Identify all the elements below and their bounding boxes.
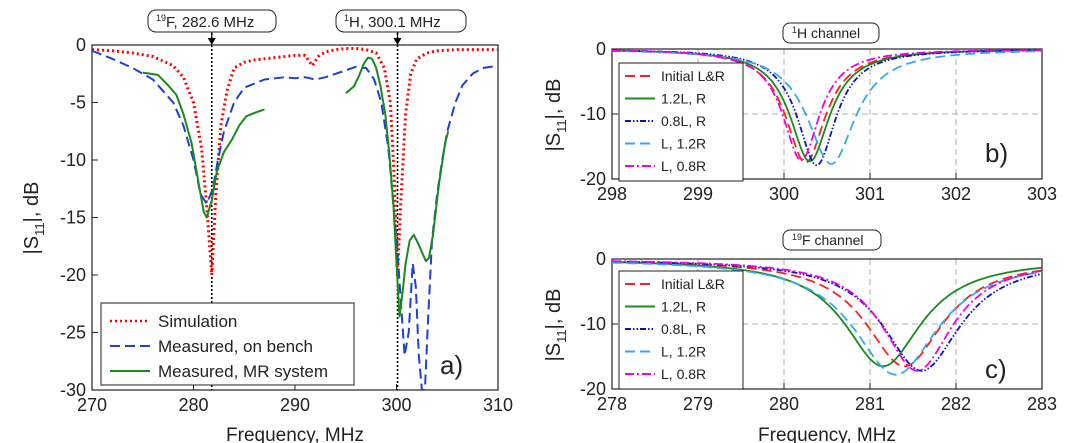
series-line-initial-l-r: [612, 260, 1042, 368]
series-line-l-1-2r: [612, 50, 1042, 165]
legend-label: 0.8L, R: [661, 113, 706, 129]
series-line-initial-l-r: [612, 49, 1042, 164]
x-tick-label: 299: [683, 184, 713, 204]
panel-a-legend: Simulation Measured, on bench Measured, …: [100, 302, 355, 386]
y-tick-label: -10: [580, 104, 606, 124]
panel-c-label: c): [985, 354, 1007, 384]
x-tick-label: 302: [941, 184, 971, 204]
panel-b-legend: Initial L&R 1.2L, R 0.8L, R L, 1.2R L, 0.8R: [618, 62, 744, 182]
svg-text:1H, 300.1 MHz: 1H, 300.1 MHz: [344, 13, 441, 31]
panel-c-legend: Initial L&R 1.2L, R 0.8L, R L, 1.2R L, 0.8R: [618, 270, 744, 390]
x-tick-label: 310: [483, 395, 513, 415]
series-line-simulation: [92, 47, 498, 277]
x-tick-label: 290: [280, 395, 310, 415]
y-tick-label: -30: [60, 380, 86, 400]
y-tick-label: -20: [60, 265, 86, 285]
x-tick-label: 300: [381, 395, 411, 415]
x-tick-label: 298: [597, 184, 627, 204]
y-tick-label: -15: [60, 208, 86, 228]
svg-text:1H channel: 1H channel: [792, 25, 860, 41]
legend-label: L, 1.2R: [661, 344, 706, 360]
y-tick-label: -5: [70, 93, 86, 113]
panel-b-title: 1H channel: [782, 22, 880, 44]
x-tick-label: 280: [178, 395, 208, 415]
y-tick-label: 0: [76, 35, 86, 55]
panel-a-label: a): [440, 350, 463, 380]
panel-a-xlabel: Frequency, MHz: [226, 425, 364, 443]
marker-label-1h: 1H, 300.1 MHz: [335, 9, 467, 33]
panel-a-chart: 270 280 290 300 310 0 -5 -10 -15 -20 -25 -30 19F, 2…: [21, 9, 513, 443]
x-tick-label: 281: [855, 394, 885, 414]
series-line-l-0-8r: [612, 260, 1042, 372]
legend-mr-label: Measured, MR system: [158, 362, 328, 381]
x-tick-label: 270: [77, 395, 107, 415]
frequency-marker-arrowhead: [207, 38, 216, 45]
panel-c-chart: 278 279 280 281 282 283 0 -10 -20 19F channel In…: [543, 229, 1057, 443]
y-tick-label: -25: [60, 323, 86, 343]
series-line-measured-mr-system: [142, 71, 265, 219]
legend-bench-label: Measured, on bench: [158, 337, 313, 356]
legend-simulation-label: Simulation: [158, 312, 237, 331]
y-tick-label: 0: [596, 39, 606, 59]
x-tick-label: 300: [769, 184, 799, 204]
x-tick-label: 278: [597, 394, 627, 414]
legend-label: 1.2L, R: [661, 299, 706, 315]
frequency-marker-arrowhead: [393, 38, 402, 45]
y-tick-label: -10: [60, 150, 86, 170]
y-tick-label: -10: [580, 314, 606, 334]
legend-label: L, 0.8R: [661, 366, 706, 382]
x-tick-label: 280: [769, 394, 799, 414]
panel-c-xlabel: Frequency, MHz: [758, 425, 896, 443]
marker-label-19f: 19F, 282.6 MHz: [147, 9, 277, 33]
x-tick-label: 283: [1027, 394, 1057, 414]
panel-c-title: 19F channel: [782, 229, 882, 251]
legend-label: L, 1.2R: [661, 136, 706, 152]
y-tick-label: 0: [596, 249, 606, 269]
panel-b-ylabel: |S11|, dB: [543, 79, 569, 152]
y-tick-label: -20: [580, 169, 606, 189]
svg-text:19F channel: 19F channel: [792, 232, 864, 248]
series-line-measured-mr-system: [345, 56, 450, 318]
y-tick-label: -20: [580, 379, 606, 399]
legend-label: 0.8L, R: [661, 321, 706, 337]
legend-label: 1.2L, R: [661, 91, 706, 107]
panel-c-ylabel: |S11|, dB: [543, 289, 569, 362]
legend-label: Initial L&R: [661, 68, 725, 84]
series-line-l-0-8r: [612, 49, 1042, 161]
legend-label: Initial L&R: [661, 276, 725, 292]
svg-text:19F, 282.6 MHz: 19F, 282.6 MHz: [156, 13, 254, 31]
x-tick-label: 282: [941, 394, 971, 414]
x-tick-label: 303: [1027, 184, 1057, 204]
panel-a-ylabel: |S11|, dB: [21, 182, 47, 255]
series-line-1-2l-r: [612, 261, 1042, 368]
x-tick-label: 301: [855, 184, 885, 204]
panel-b-chart: 298 299 300 301 302 303 0 -10 -20 1H channel Ini…: [543, 22, 1057, 204]
x-tick-label: 279: [683, 394, 713, 414]
legend-label: L, 0.8R: [661, 158, 706, 174]
panel-b-label: b): [985, 138, 1008, 168]
